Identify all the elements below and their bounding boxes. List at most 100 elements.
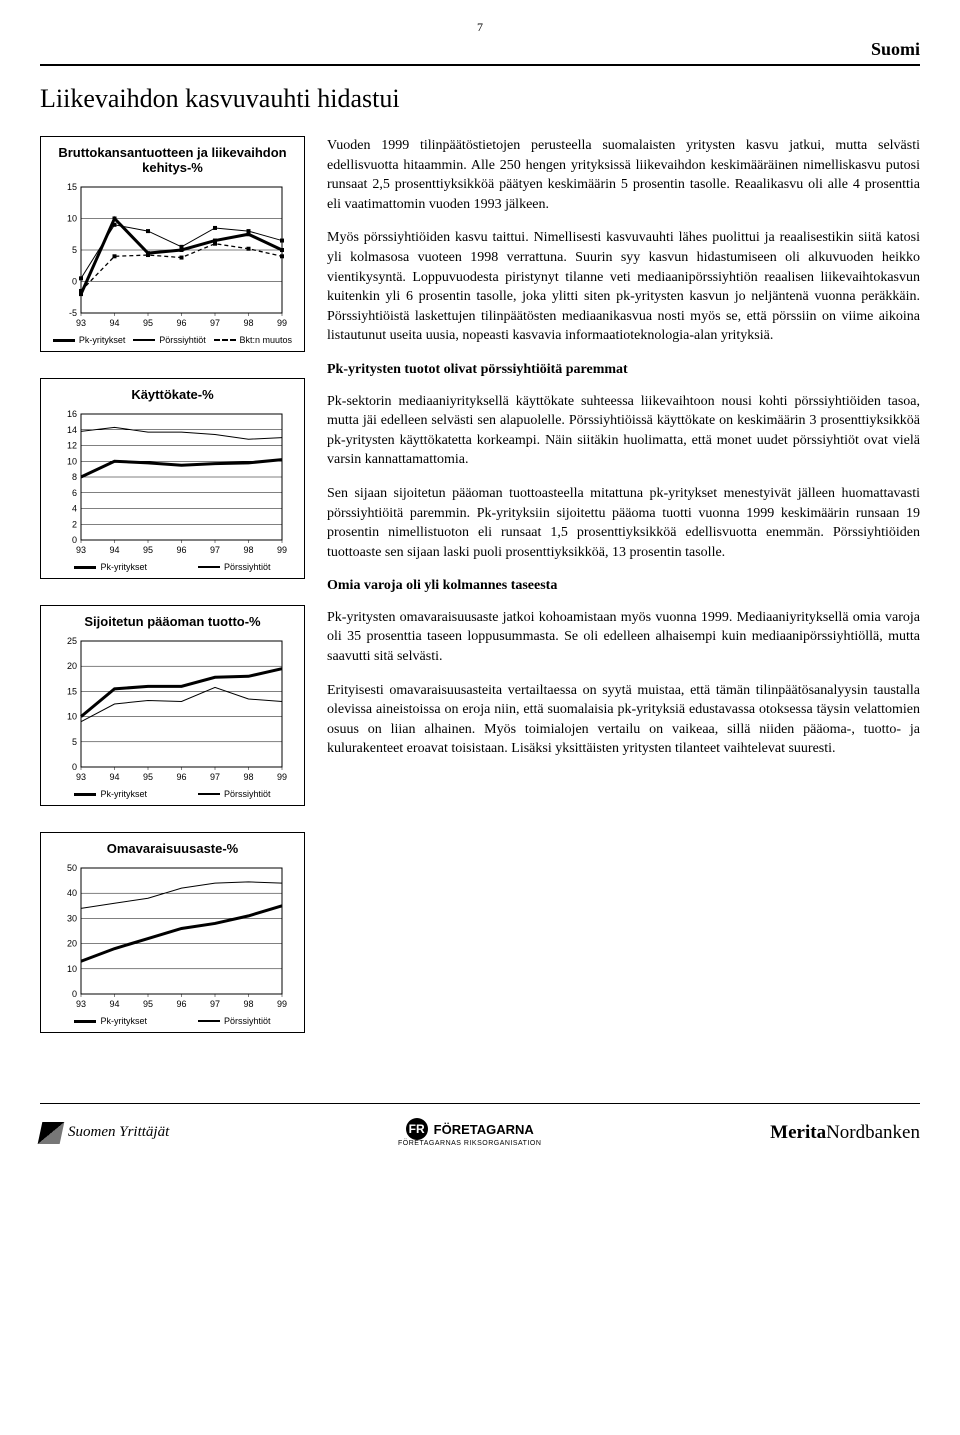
- svg-text:30: 30: [67, 913, 77, 923]
- footer-right-text: MeritaNordbanken: [770, 1122, 920, 1144]
- legend-swatch-icon: [74, 793, 96, 796]
- body-paragraph: Erityisesti omavaraisuusasteita vertailt…: [327, 681, 920, 759]
- page-number: 7: [40, 20, 920, 35]
- svg-text:96: 96: [176, 772, 186, 782]
- svg-text:8: 8: [72, 472, 77, 482]
- chart-svg: 024681012141693949596979899: [55, 408, 290, 558]
- svg-text:14: 14: [67, 425, 77, 435]
- region-header: Suomi: [40, 39, 920, 66]
- text-column: Vuoden 1999 tilinpäätöstietojen perustee…: [327, 136, 920, 1033]
- svg-text:93: 93: [76, 772, 86, 782]
- legend-item: Pörssiyhtiöt: [198, 789, 271, 799]
- legend-swatch-icon: [74, 566, 96, 569]
- legend-swatch-icon: [198, 793, 220, 795]
- fr-badge-icon: FR: [406, 1118, 428, 1140]
- legend-label: Pk-yritykset: [100, 789, 147, 799]
- svg-text:95: 95: [143, 999, 153, 1009]
- chart-svg: 0 10 20 30 40 50 93 94 95 96 97 98 99: [55, 862, 290, 1012]
- legend-item: Pk-yritykset: [74, 789, 147, 799]
- svg-text:5: 5: [72, 737, 77, 747]
- footer-center-text: FÖRETAGARNA: [434, 1122, 534, 1137]
- svg-text:98: 98: [243, 318, 253, 328]
- svg-text:10: 10: [67, 712, 77, 722]
- footer-center-sub: FÖRETAGARNAS RIKSORGANISATION: [398, 1140, 541, 1147]
- svg-text:10: 10: [67, 456, 77, 466]
- legend-swatch-icon: [74, 1020, 96, 1023]
- legend-item: Pörssiyhtiöt: [198, 562, 271, 572]
- svg-text:95: 95: [143, 318, 153, 328]
- svg-text:15: 15: [67, 686, 77, 696]
- page-title: Liikevaihdon kasvuvauhti hidastui: [40, 84, 920, 114]
- svg-text:98: 98: [243, 545, 253, 555]
- svg-text:95: 95: [143, 772, 153, 782]
- svg-text:0: 0: [72, 989, 77, 999]
- legend-label: Pk-yritykset: [100, 1016, 147, 1026]
- svg-text:99: 99: [277, 318, 287, 328]
- svg-text:93: 93: [76, 999, 86, 1009]
- svg-text:15: 15: [67, 182, 77, 192]
- legend-swatch-icon: [133, 339, 155, 341]
- svg-text:97: 97: [210, 318, 220, 328]
- svg-text:40: 40: [67, 888, 77, 898]
- legend-swatch-icon: [53, 339, 75, 342]
- chart-legend: Pk-yritykset Pörssiyhtiöt: [49, 1016, 296, 1026]
- svg-text:96: 96: [176, 999, 186, 1009]
- svg-text:20: 20: [67, 939, 77, 949]
- legend-label: Pörssiyhtiöt: [224, 789, 271, 799]
- chart-sijoitettu-paaoma: Sijoitetun pääoman tuotto-% 051015202593…: [40, 605, 305, 806]
- svg-text:0: 0: [72, 762, 77, 772]
- svg-text:2: 2: [72, 519, 77, 529]
- svg-text:96: 96: [176, 545, 186, 555]
- svg-text:99: 99: [277, 772, 287, 782]
- chart-title: Bruttokansantuotteen ja liikevaihdon keh…: [49, 145, 296, 175]
- footer-logo-right: MeritaNordbanken: [770, 1122, 920, 1144]
- svg-text:97: 97: [210, 999, 220, 1009]
- svg-text:12: 12: [67, 441, 77, 451]
- legend-label: Pörssiyhtiöt: [224, 1016, 271, 1026]
- footer-logo-left: Suomen Yrittäjät: [40, 1122, 169, 1144]
- svg-text:98: 98: [243, 772, 253, 782]
- legend-swatch-icon: [198, 1020, 220, 1022]
- svg-text:0: 0: [72, 535, 77, 545]
- chart-svg: 051015202593949596979899: [55, 635, 290, 785]
- body-paragraph: Vuoden 1999 tilinpäätöstietojen perustee…: [327, 136, 920, 214]
- legend-item: Bkt:n muutos: [214, 335, 293, 345]
- svg-text:25: 25: [67, 636, 77, 646]
- svg-text:97: 97: [210, 772, 220, 782]
- sy-logo-icon: [38, 1122, 65, 1144]
- chart-svg: -505101593949596979899: [55, 181, 290, 331]
- svg-text:94: 94: [109, 318, 119, 328]
- svg-text:10: 10: [67, 964, 77, 974]
- svg-text:94: 94: [109, 545, 119, 555]
- charts-column: Bruttokansantuotteen ja liikevaihdon keh…: [40, 136, 305, 1033]
- svg-text:96: 96: [176, 318, 186, 328]
- svg-text:6: 6: [72, 488, 77, 498]
- chart-legend: Pk-yritykset Pörssiyhtiöt: [49, 789, 296, 799]
- chart-legend: Pk-yrityksetPörssiyhtiöt: [49, 562, 296, 572]
- section-heading: Omia varoja oli yli kolmannes taseesta: [327, 576, 920, 596]
- svg-text:98: 98: [243, 999, 253, 1009]
- body-paragraph: Pk-yritysten omavaraisuusaste jatkoi koh…: [327, 608, 920, 667]
- svg-text:93: 93: [76, 318, 86, 328]
- svg-text:-5: -5: [69, 308, 77, 318]
- legend-swatch-icon: [214, 339, 236, 341]
- chart-title: Omavaraisuusaste-%: [49, 841, 296, 856]
- svg-text:97: 97: [210, 545, 220, 555]
- svg-text:99: 99: [277, 545, 287, 555]
- legend-label: Pk-yritykset: [79, 335, 126, 345]
- footer-logo-center: FR FÖRETAGARNA FÖRETAGARNAS RIKSORGANISA…: [398, 1118, 541, 1147]
- svg-text:4: 4: [72, 504, 77, 514]
- chart-title: Käyttökate-%: [49, 387, 296, 402]
- svg-text:99: 99: [277, 999, 287, 1009]
- section-heading: Pk-yritysten tuotot olivat pörssiyhtiöit…: [327, 360, 920, 380]
- body-paragraph: Myös pörssiyhtiöiden kasvu taittui. Nime…: [327, 228, 920, 346]
- body-paragraph: Pk-sektorin mediaaniyrityksellä käyttöka…: [327, 392, 920, 470]
- svg-text:16: 16: [67, 409, 77, 419]
- legend-item: Pk-yritykset: [53, 335, 126, 345]
- chart-legend: Pk-yrityksetPörssiyhtiötBkt:n muutos: [49, 335, 296, 345]
- svg-text:50: 50: [67, 863, 77, 873]
- svg-text:94: 94: [109, 999, 119, 1009]
- chart-bkt-liikevaihto: Bruttokansantuotteen ja liikevaihdon keh…: [40, 136, 305, 352]
- svg-text:0: 0: [72, 277, 77, 287]
- legend-item: Pörssiyhtiöt: [198, 1016, 271, 1026]
